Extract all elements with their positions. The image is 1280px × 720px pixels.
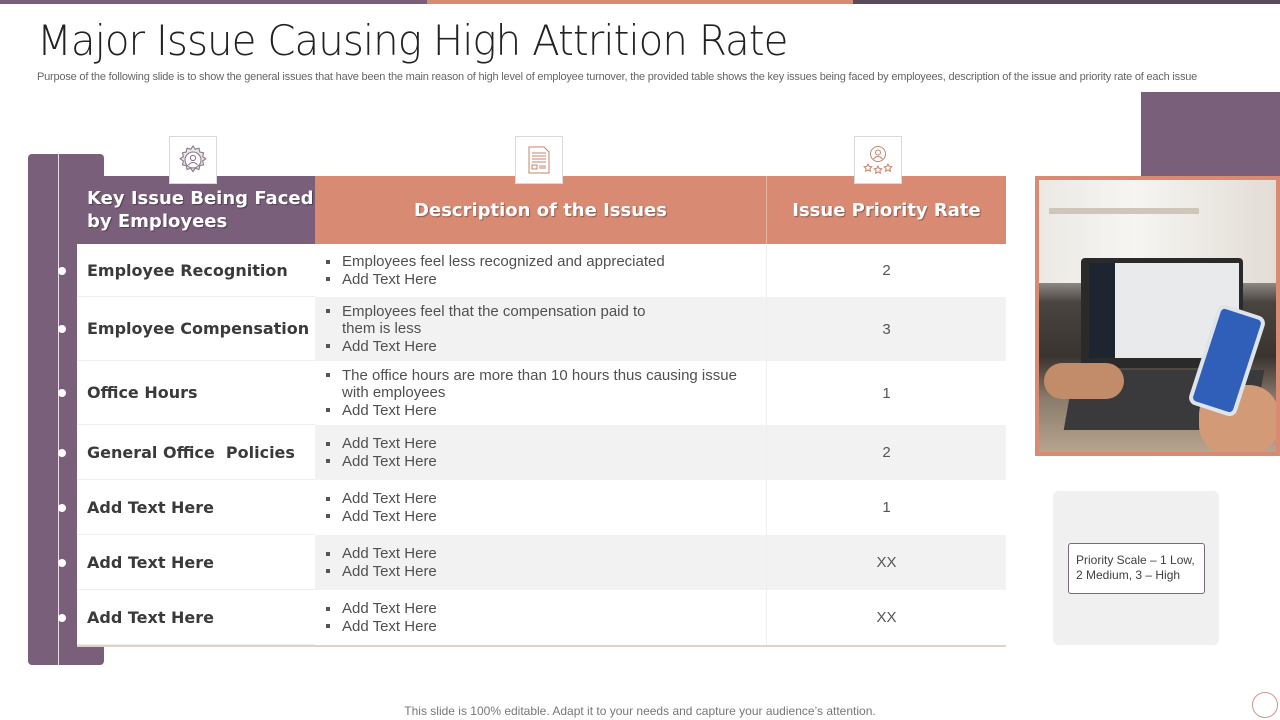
priority-cell: 2 (767, 244, 1006, 297)
row-marker-dot (58, 266, 66, 275)
description-cell: Add Text Here Add Text Here (315, 590, 767, 645)
description-cell: Add Text Here Add Text Here (315, 535, 767, 590)
laptop-phone-photo (1039, 180, 1276, 452)
bullet-icon (325, 338, 342, 356)
table-row: Employee Compensation Employees feel tha… (58, 297, 1006, 361)
column-header-key-issue: Key Issue Being Faced by Employees (77, 176, 315, 244)
document-icon (528, 146, 550, 174)
column-header-priority-rate: Issue Priority Rate (767, 176, 1006, 244)
description-bullet: Add Text Here (325, 563, 766, 581)
issue-cell: General Office Policies (77, 425, 315, 480)
bullet-icon (325, 435, 342, 453)
row-marker-dot (58, 503, 66, 512)
priority-scale-note: Priority Scale – 1 Low, 2 Medium, 3 – Hi… (1068, 543, 1205, 594)
photo-frame (1035, 176, 1280, 456)
description-cell: Employees feel that the compensation pai… (315, 297, 767, 361)
table-row: Office Hours The office hours are more t… (58, 361, 1006, 425)
description-bullet: Add Text Here (325, 453, 766, 471)
bullet-icon (325, 402, 342, 420)
table-row: Add Text Here Add Text Here Add Text Her… (58, 535, 1006, 590)
bullet-icon (325, 563, 342, 581)
table-row: Add Text Here Add Text Here Add Text Her… (58, 480, 1006, 535)
decorative-circle-icon (1252, 692, 1278, 718)
description-bullet: Add Text Here (325, 618, 766, 636)
description-bullet: The office hours are more than 10 hours … (325, 367, 766, 402)
priority-cell: 3 (767, 297, 1006, 361)
bullet-icon (325, 618, 342, 636)
footer-note: This slide is 100% editable. Adapt it to… (404, 704, 876, 718)
accent-segment-purple (0, 0, 427, 4)
issue-cell: Add Text Here (77, 590, 315, 645)
bullet-icon (325, 545, 342, 563)
row-marker-dot (58, 448, 66, 457)
description-cell: The office hours are more than 10 hours … (315, 361, 767, 425)
issue-cell: Add Text Here (77, 480, 315, 535)
description-bullet: Add Text Here (325, 545, 766, 563)
description-bullet: Add Text Here (325, 600, 766, 618)
user-rating-stars-icon (863, 146, 893, 175)
description-bullet: Add Text Here (325, 490, 766, 508)
bullet-icon (325, 508, 342, 526)
slide-subtitle: Purpose of the following slide is to sho… (37, 71, 1198, 83)
description-bullet: Add Text Here (325, 271, 766, 289)
slide-title: Major Issue Causing High Attrition Rate (37, 16, 788, 65)
bullet-icon (325, 490, 342, 508)
bullet-icon (325, 303, 342, 338)
issue-cell: Employee Compensation (77, 297, 315, 361)
bullet-icon (325, 453, 342, 471)
description-cell: Add Text Here Add Text Here (315, 480, 767, 535)
bullet-icon (325, 271, 342, 289)
column-header-description: Description of the Issues (315, 176, 767, 244)
row-marker-dot (58, 613, 66, 622)
issue-cell: Add Text Here (77, 535, 315, 590)
bullet-icon (325, 600, 342, 618)
description-bullet: Add Text Here (325, 435, 766, 453)
priority-cell: XX (767, 535, 1006, 590)
row-marker-dot (58, 325, 66, 333)
header-icon-box-description (515, 136, 563, 184)
priority-cell: 1 (767, 361, 1006, 425)
decorative-purple-block (1141, 92, 1280, 176)
row-marker-dot (58, 389, 66, 397)
accent-segment-dark (853, 0, 1280, 4)
header-icon-box-issue (169, 136, 217, 184)
description-bullet: Add Text Here (325, 508, 766, 526)
description-bullet: Add Text Here (325, 338, 766, 356)
priority-scale-panel: Priority Scale – 1 Low, 2 Medium, 3 – Hi… (1053, 491, 1219, 645)
description-bullet: Add Text Here (325, 402, 766, 420)
bullet-icon (325, 367, 342, 402)
row-marker-dot (58, 558, 66, 567)
priority-cell: 2 (767, 425, 1006, 480)
gear-user-icon (179, 145, 207, 173)
table-row: Employee Recognition Employees feel less… (58, 244, 1006, 297)
priority-cell: 1 (767, 480, 1006, 535)
accent-segment-salmon (427, 0, 853, 4)
table-row: General Office Policies Add Text Here Ad… (58, 425, 1006, 480)
description-bullet: Employees feel that the compensation pai… (325, 303, 766, 338)
description-cell: Add Text Here Add Text Here (315, 425, 767, 480)
description-cell: Employees feel less recognized and appre… (315, 244, 767, 297)
issue-cell: Office Hours (77, 361, 315, 425)
description-bullet: Employees feel less recognized and appre… (325, 253, 766, 271)
priority-cell: XX (767, 590, 1006, 645)
header-icon-box-priority (854, 136, 902, 184)
rail-divider-line (58, 154, 59, 665)
table-row: Add Text Here Add Text Here Add Text Her… (58, 590, 1006, 645)
issues-table: Key Issue Being Faced by Employees Descr… (58, 176, 1006, 645)
issue-cell: Employee Recognition (77, 244, 315, 297)
bullet-icon (325, 253, 342, 271)
table-header-row: Key Issue Being Faced by Employees Descr… (77, 176, 1006, 244)
top-accent-bar (0, 0, 1280, 4)
